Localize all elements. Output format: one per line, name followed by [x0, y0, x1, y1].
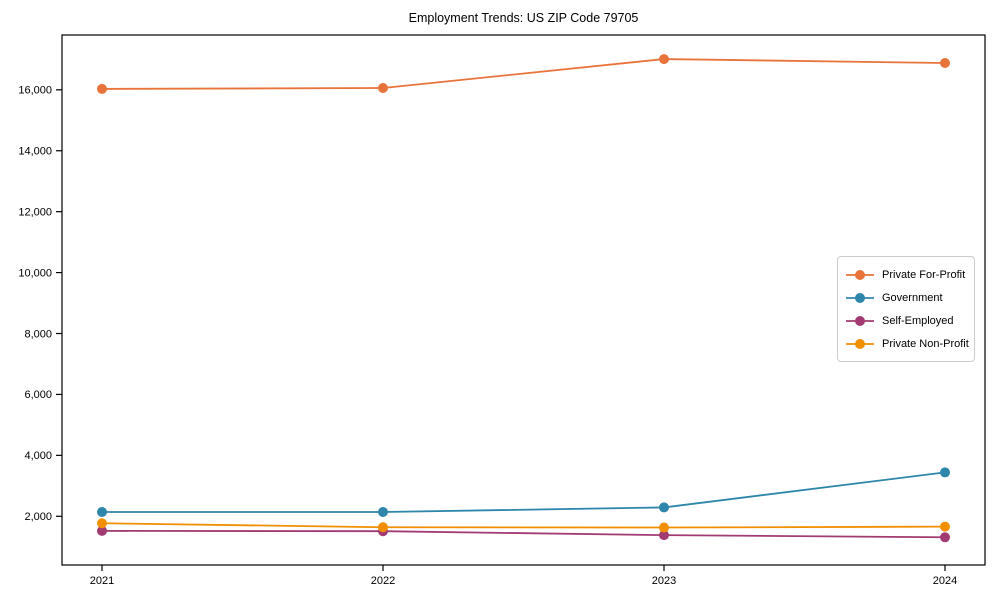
y-tick-label: 16,000: [18, 85, 52, 97]
series-line-private-for-profit: [101, 58, 946, 90]
data-point-private-for-profit: [659, 54, 669, 65]
chart-legend: Private For-Profit Government Self-Employe…: [837, 256, 975, 362]
legend-swatch-icon: [846, 292, 874, 303]
data-point-self-employed: [940, 532, 950, 543]
y-tick-label: 8,000: [24, 328, 52, 340]
legend-label: Self-Employed: [882, 314, 954, 327]
x-tick-label: 2024: [933, 575, 957, 587]
data-point-self-employed: [97, 525, 107, 536]
series-line-private-non-profit: [101, 522, 946, 529]
y-tick-label: 4,000: [24, 450, 52, 462]
data-point-private-non-profit: [97, 518, 107, 529]
legend-swatch-icon: [846, 315, 874, 326]
x-tick-label: 2022: [371, 575, 395, 587]
legend-label: Government: [882, 291, 943, 304]
data-point-self-employed: [659, 530, 669, 541]
y-tick-label: 12,000: [18, 206, 52, 218]
y-tick-label: 10,000: [18, 267, 52, 279]
x-tick-label: 2023: [652, 575, 676, 587]
data-point-private-non-profit: [378, 522, 388, 533]
x-tick-label: 2021: [90, 575, 114, 587]
legend-item: Government: [845, 286, 966, 309]
data-point-government: [659, 502, 669, 513]
data-point-government: [940, 467, 950, 478]
legend-item: Private For-Profit: [845, 263, 966, 286]
legend-item: Self-Employed: [845, 309, 966, 332]
plot-border: [61, 34, 986, 566]
data-point-private-for-profit: [97, 83, 107, 94]
data-point-private-non-profit: [659, 522, 669, 533]
chart-title: Employment Trends: US ZIP Code 79705: [408, 11, 639, 25]
legend-swatch-icon: [846, 338, 874, 349]
data-point-private-for-profit: [940, 58, 950, 69]
legend-label: Private For-Profit: [882, 268, 966, 281]
legend-item: Private Non-Profit: [845, 332, 969, 355]
data-point-government: [97, 507, 107, 517]
y-tick-label: 14,000: [18, 146, 52, 158]
legend-swatch-icon: [846, 269, 874, 280]
data-point-government: [378, 507, 388, 517]
legend-label: Private Non-Profit: [882, 337, 969, 350]
y-tick-label: 2,000: [24, 511, 52, 523]
data-point-private-for-profit: [378, 83, 388, 93]
y-tick-label: 6,000: [24, 389, 52, 401]
series-line-self-employed: [101, 529, 946, 539]
series-line-government: [102, 471, 946, 513]
data-point-private-non-profit: [940, 521, 950, 532]
